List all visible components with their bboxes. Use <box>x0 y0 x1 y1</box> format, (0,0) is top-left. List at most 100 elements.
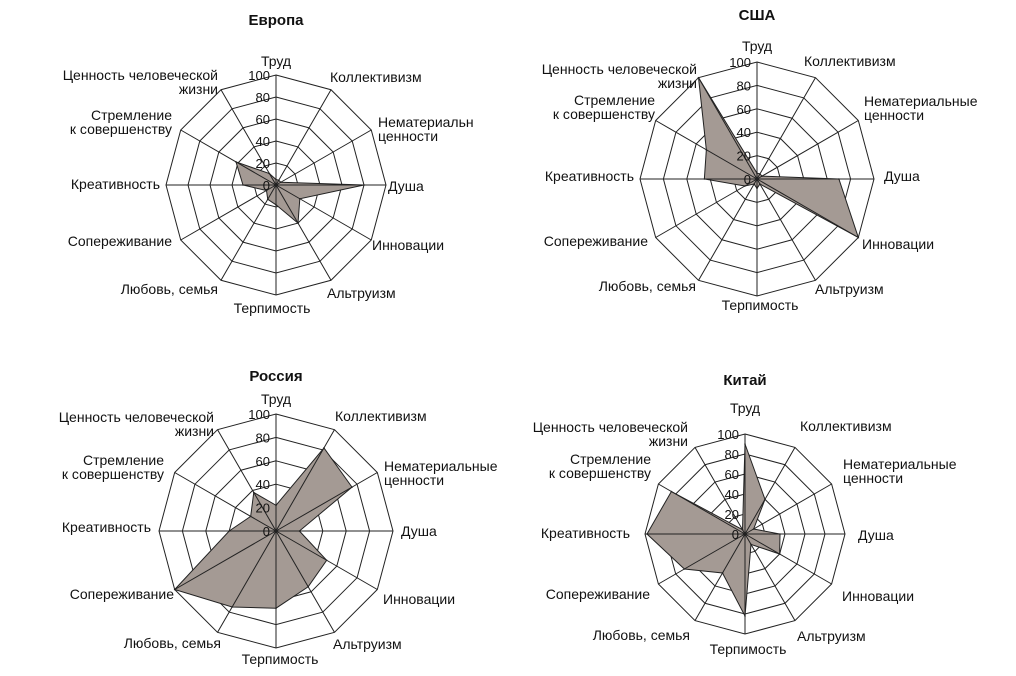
category-label: Любовь, семья <box>599 278 696 294</box>
data-point <box>173 588 176 591</box>
tick-label: 20 <box>737 149 751 164</box>
category-label: Коллективизм <box>335 408 427 424</box>
category-label: Креативность <box>71 176 160 192</box>
category-label: Терпимость <box>722 297 799 313</box>
data-point <box>646 533 648 535</box>
category-label: Стремление к совершенству <box>62 452 164 482</box>
category-label: Ценность человеческой жизни <box>63 67 218 97</box>
category-label: Ценность человеческой жизни <box>533 419 688 449</box>
category-label: Терпимость <box>710 641 787 657</box>
tick-label: 0 <box>263 178 270 193</box>
axis-spoke <box>275 472 378 532</box>
tick-label: 80 <box>256 90 270 105</box>
data-point <box>705 148 708 151</box>
data-point <box>838 178 840 180</box>
axis-spoke <box>174 530 277 590</box>
category-label: Любовь, семья <box>593 627 690 643</box>
category-label: Душа <box>858 527 894 543</box>
data-point <box>275 204 277 206</box>
axis-spoke <box>694 533 746 621</box>
data-point <box>759 173 761 175</box>
category-label: Креативность <box>541 525 630 541</box>
data-point <box>779 533 781 535</box>
data-point <box>697 76 700 79</box>
axis-spoke <box>217 429 277 532</box>
category-label: Инновации <box>842 588 914 604</box>
tick-label: 80 <box>256 430 270 445</box>
chart-title: США <box>739 7 776 24</box>
data-point <box>275 504 277 507</box>
data-point <box>231 606 233 608</box>
category-label: Сопереживание <box>70 586 174 602</box>
category-label: Сопереживание <box>546 586 650 602</box>
category-label: Душа <box>401 523 437 539</box>
tick-label: 0 <box>732 527 739 542</box>
data-point <box>277 179 280 182</box>
axis-spoke <box>220 89 277 186</box>
axis-spoke <box>698 178 758 281</box>
axis-spoke <box>744 533 832 585</box>
axis-spoke <box>756 178 859 238</box>
data-point <box>750 543 752 546</box>
data-point <box>298 530 301 532</box>
tick-label: 20 <box>256 501 270 516</box>
tick-label: 20 <box>725 507 739 522</box>
axis-spoke <box>180 129 277 186</box>
category-label: Инновации <box>862 236 934 252</box>
chart-title: Европа <box>249 12 305 29</box>
category-label: Стремление к совершенству <box>549 451 651 481</box>
category-label: Инновации <box>383 591 455 607</box>
tick-label: 100 <box>248 407 270 422</box>
axis-spoke <box>658 483 746 535</box>
data-point <box>753 183 755 185</box>
axis-spoke <box>756 77 816 180</box>
data-point <box>744 443 746 445</box>
tick-label: 100 <box>729 55 751 70</box>
data-point <box>252 491 255 494</box>
category-label: Сопереживание <box>544 233 648 249</box>
chart-title: Россия <box>249 368 302 385</box>
category-label: Труд <box>261 53 291 69</box>
axis-spoke <box>174 472 277 532</box>
category-label: Альтруизм <box>333 636 402 652</box>
tick-label: 0 <box>263 524 270 539</box>
category-label: Альтруизм <box>815 281 884 297</box>
data-point <box>265 189 268 192</box>
category-label: Терпимость <box>242 651 319 667</box>
tick-label: 20 <box>256 156 270 171</box>
data-point <box>756 172 758 174</box>
data-point <box>275 178 277 181</box>
tick-label: 0 <box>744 172 751 187</box>
category-label: Душа <box>884 168 920 184</box>
category-label: Альтруизм <box>327 285 396 301</box>
tick-label: 100 <box>248 68 270 83</box>
data-point <box>228 530 230 532</box>
tick-label: 80 <box>725 447 739 462</box>
axis-spoke <box>275 184 332 281</box>
data-point <box>741 528 744 531</box>
data-point <box>683 568 686 570</box>
data-point <box>323 447 325 449</box>
category-label: Любовь, семья <box>121 281 218 297</box>
category-label: Инновации <box>372 237 444 253</box>
tick-label: 40 <box>737 125 751 140</box>
axis-spoke <box>756 178 816 281</box>
category-label: Стремление к совершенству <box>70 107 172 137</box>
data-point <box>249 515 252 518</box>
tick-label: 40 <box>725 487 739 502</box>
data-point <box>351 486 353 488</box>
axis-spoke <box>275 184 372 241</box>
category-label: Нематериальн ценности <box>378 114 474 144</box>
axis-spoke <box>744 483 832 535</box>
category-label: Ценность человеческой жизни <box>59 409 214 439</box>
axis-spoke <box>694 447 746 535</box>
category-label: Терпимость <box>234 300 311 316</box>
chart-title: Китай <box>723 372 766 389</box>
data-point <box>266 198 269 201</box>
category-label: Коллективизм <box>330 69 422 85</box>
